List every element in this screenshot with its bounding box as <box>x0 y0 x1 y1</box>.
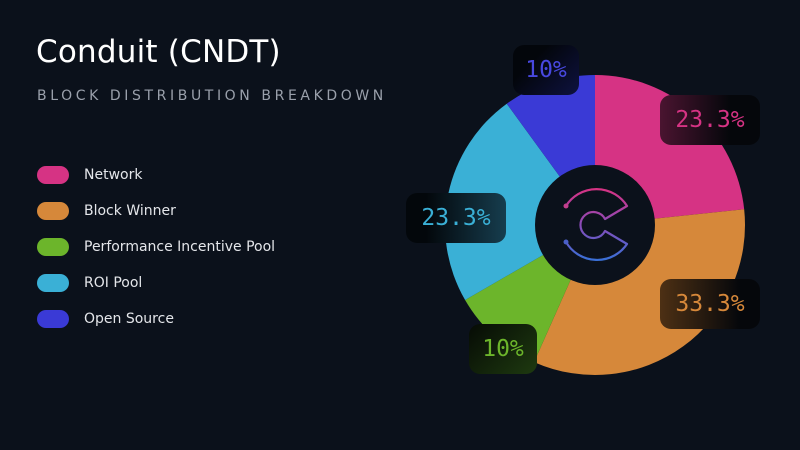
data-label-performance-incentive-pool: 10% <box>469 324 537 374</box>
legend-swatch <box>37 238 69 256</box>
chart-legend: Network Block Winner Performance Incenti… <box>37 157 275 337</box>
data-label-network: 23.3% <box>660 95 760 145</box>
conduit-logo-icon <box>563 188 629 261</box>
legend-swatch <box>37 202 69 220</box>
data-label-open-source: 10% <box>513 45 579 95</box>
pie-slice-roi-pool <box>445 103 595 300</box>
legend-swatch <box>37 166 69 184</box>
legend-label: Block Winner <box>84 203 176 219</box>
data-label-roi-pool: 23.3% <box>406 193 506 243</box>
legend-swatch <box>37 274 69 292</box>
legend-item-performance-incentive-pool: Performance Incentive Pool <box>37 229 275 265</box>
legend-item-open-source: Open Source <box>37 301 275 337</box>
legend-swatch <box>37 310 69 328</box>
legend-label: Network <box>84 167 143 183</box>
legend-item-block-winner: Block Winner <box>37 193 275 229</box>
page-subtitle: BLOCK DISTRIBUTION BREAKDOWN <box>37 88 387 104</box>
data-label-block-winner: 33.3% <box>660 279 760 329</box>
legend-label: ROI Pool <box>84 275 143 291</box>
page-title: Conduit (CNDT) <box>36 34 281 70</box>
legend-label: Open Source <box>84 311 174 327</box>
legend-item-roi-pool: ROI Pool <box>37 265 275 301</box>
legend-label: Performance Incentive Pool <box>84 239 276 255</box>
donut-hole <box>535 165 655 285</box>
legend-item-network: Network <box>37 157 275 193</box>
